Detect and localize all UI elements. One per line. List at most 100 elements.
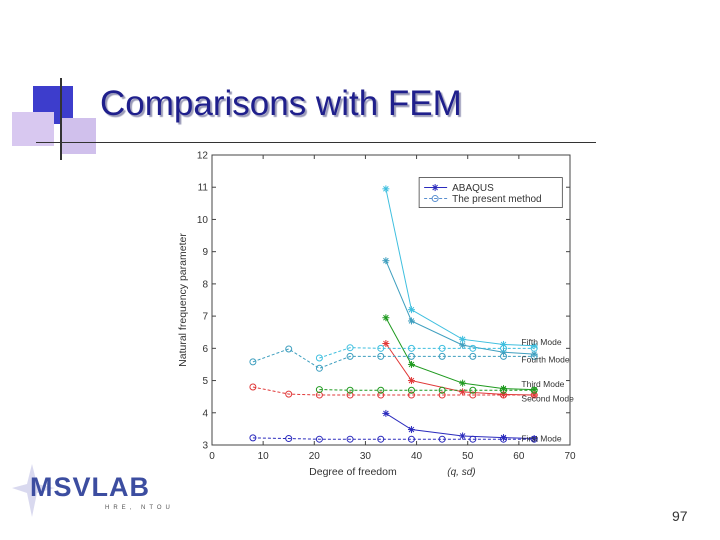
y-tick-label: 12 [197, 151, 209, 162]
abaqus-line-4 [385, 260, 535, 355]
abaqus-marker-stroke [383, 257, 389, 264]
abaqus-marker-stroke [408, 426, 415, 433]
present-marker [500, 386, 508, 394]
y-tick-label: 6 [202, 344, 208, 355]
present-marker [530, 386, 538, 394]
abaqus-marker [459, 388, 467, 396]
abaqus-marker [407, 317, 415, 325]
mode-label: Fifth Mode [521, 337, 561, 347]
abaqus-marker-stroke [459, 342, 466, 348]
present-marker [377, 386, 385, 394]
present-marker [346, 391, 354, 399]
y-tick-label: 5 [202, 376, 208, 387]
x-axis-label-suffix: (q, sd) [447, 467, 475, 478]
abaqus-marker [407, 360, 415, 368]
x-tick-label: 70 [564, 451, 576, 462]
logo-text: MSVLAB [30, 472, 150, 502]
msvlab-logo [12, 464, 55, 517]
present-marker [346, 386, 354, 394]
abaqus-marker [382, 340, 390, 347]
abaqus-line-1 [385, 412, 535, 440]
present-marker [249, 434, 257, 442]
abaqus-marker-stroke [459, 336, 466, 343]
present-marker [315, 386, 323, 394]
abaqus-marker [431, 184, 439, 192]
chart-series [249, 185, 538, 443]
present-marker [500, 435, 508, 443]
deco-lavender-square-2 [60, 118, 96, 154]
abaqus-marker-stroke [459, 433, 466, 439]
plot-frame [211, 154, 571, 446]
abaqus-marker [382, 185, 390, 193]
present-line-5 [319, 347, 535, 359]
abaqus-marker [459, 379, 467, 387]
x-tick-label: 40 [411, 451, 423, 462]
abaqus-marker [382, 314, 390, 322]
present-marker [377, 344, 385, 352]
y-tick-label: 9 [202, 247, 208, 258]
abaqus-marker-stroke [432, 184, 438, 191]
present-marker [500, 391, 508, 399]
abaqus-marker [382, 409, 390, 417]
x-tick-label: 60 [513, 451, 525, 462]
abaqus-marker-stroke [459, 389, 466, 395]
present-marker [407, 435, 415, 443]
present-line-3 [319, 389, 535, 391]
legend-circle [431, 195, 439, 203]
present-marker [438, 391, 446, 399]
abaqus-line-2 [385, 343, 535, 396]
present-marker [346, 344, 354, 352]
mode-label: Second Mode [521, 393, 574, 403]
abaqus-marker-stroke [459, 380, 466, 386]
legend-box [418, 177, 563, 208]
abaqus-marker [459, 341, 467, 349]
abaqus-marker [459, 335, 467, 343]
present-marker [530, 435, 538, 443]
present-marker [377, 391, 385, 399]
present-marker [500, 344, 508, 352]
present-line-1 [252, 437, 535, 440]
present-marker [469, 344, 477, 352]
present-marker [438, 435, 446, 443]
mode-label: Third Mode [521, 379, 564, 389]
abaqus-marker-stroke [500, 434, 507, 441]
present-marker [407, 391, 415, 399]
present-marker [315, 354, 323, 362]
chart-axes [211, 154, 571, 446]
deco-lavender-square [12, 112, 54, 146]
abaqus-line-3 [385, 317, 535, 391]
y-tick-label: 10 [197, 215, 209, 226]
x-tick-label: 0 [209, 451, 215, 462]
y-tick-label: 3 [202, 441, 208, 452]
abaqus-marker-stroke [408, 318, 415, 324]
abaqus-marker-stroke [408, 361, 415, 368]
present-marker [285, 435, 293, 443]
present-marker [438, 352, 446, 360]
x-tick-label: 20 [309, 451, 321, 462]
abaqus-marker [407, 306, 415, 314]
present-marker [346, 352, 354, 360]
present-marker [377, 352, 385, 360]
present-marker [469, 391, 477, 399]
present-marker [249, 358, 257, 366]
present-marker [530, 352, 538, 360]
abaqus-marker-stroke [531, 351, 538, 357]
present-line-2 [252, 386, 535, 396]
present-marker [377, 435, 385, 443]
present-marker [438, 344, 446, 352]
y-tick-label: 7 [202, 312, 208, 323]
x-tick-label: 30 [360, 451, 372, 462]
y-tick-label: 11 [198, 183, 209, 194]
y-axis-label: Natural frequency parameter [177, 233, 189, 367]
abaqus-marker-stroke [383, 340, 389, 347]
present-marker [469, 352, 477, 360]
slide-title: Comparisons with FEM [100, 84, 462, 123]
present-marker [249, 383, 257, 391]
abaqus-marker [407, 377, 415, 385]
x-tick-label: 10 [258, 451, 270, 462]
y-tick-label: 8 [202, 279, 208, 290]
present-marker [346, 435, 354, 443]
present-line-4 [252, 348, 535, 369]
logo-subtext: HRE, NTOU [105, 505, 174, 511]
